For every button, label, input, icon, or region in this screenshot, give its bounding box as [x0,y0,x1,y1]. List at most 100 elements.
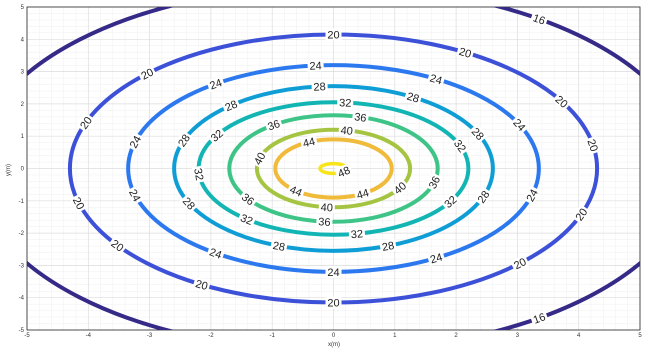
contour-label-bg [529,309,549,327]
contour-label-bg [334,162,354,181]
contour-label-bg [270,238,288,254]
contour-label-28: 28 [313,81,326,94]
contour-label-bg [174,130,194,151]
contour-line-44 [273,137,394,200]
contour-label-bg [137,64,157,83]
contour-label-32: 32 [451,138,468,155]
contour-label-20: 20 [109,238,126,255]
contour-label-32: 32 [350,228,363,241]
contour-label-20: 20 [139,66,155,82]
contour-label-bg [250,148,269,169]
y-tick-label: 1 [21,134,25,140]
contour-label-20: 20 [78,115,95,132]
contour-label-bg [425,172,444,193]
contour-label-bg [126,131,145,152]
contour-label-48: 48 [336,165,352,181]
y-tick-label: 5 [21,5,25,11]
contour-label-40: 40 [320,202,333,215]
contour-label-bg [389,178,410,198]
contour-label-32: 32 [339,97,352,110]
y-tick-label: 0 [21,167,25,173]
contour-label-36: 36 [266,118,282,133]
contour-label-bg [529,10,549,28]
contour-label-20: 20 [327,298,339,310]
contour-label-24: 24 [428,72,443,87]
contour-label-24: 24 [126,187,142,203]
contour-label-24: 24 [525,187,541,203]
contour-label-20: 20 [70,195,86,211]
contour-label-20: 20 [327,29,339,41]
x-tick-label: -4 [86,333,92,339]
contour-label-bg [338,123,356,138]
contour-label-bg [221,96,241,115]
contour-label-bg [551,91,572,112]
contour-label-32: 32 [238,212,254,228]
y-tick-label: -2 [19,231,25,237]
contour-label-28: 28 [272,240,286,254]
contour-label-bg [571,204,591,225]
plot-frame [26,6,641,331]
contour-label-bg [76,112,96,133]
contour-label-bg [337,96,354,109]
y-tick-label: -1 [19,199,25,205]
contour-label-bg [307,59,324,72]
y-tick-label: 2 [21,102,25,108]
contour-label-44: 44 [302,136,317,150]
contour-label-bg [237,210,257,228]
y-tick-label: 4 [21,37,25,43]
x-tick-label: -2 [208,333,214,339]
contour-label-16: 16 [532,311,548,326]
y-tick-label: 3 [21,70,25,76]
contour-label-bg [311,80,328,93]
contour-label-bg [192,276,212,293]
contour-label-24: 24 [128,134,144,150]
y-axis-label: y(m) [6,164,12,176]
contour-label-bg [107,235,128,255]
x-tick-label: 2 [454,333,458,339]
contour-label-20: 20 [194,278,209,293]
contour-label-40: 40 [252,151,268,167]
contour-label-bg [286,182,306,200]
contour-label-bg [351,109,370,125]
contour-label-bg [353,185,372,202]
contour-label-20: 20 [457,46,472,61]
contour-label-bg [455,44,475,61]
contour-label-bg [468,123,488,144]
contour-label-20: 20 [584,138,599,154]
contour-label-36: 36 [427,175,443,191]
contour-label-bg [440,191,461,212]
contour-label-bg [426,250,446,267]
contour-label-bg [473,186,493,207]
contour-line-36 [227,113,440,224]
contour-label-bg [426,70,446,87]
contour-label-bg [509,114,530,135]
contour-label-24: 24 [327,267,339,279]
contour-label-bg [206,244,226,262]
contour-label-bg [510,254,530,273]
contour-label-16: 16 [531,12,547,27]
contour-label-20: 20 [574,206,591,223]
y-tick-label: -3 [19,263,25,269]
contour-label-44: 44 [355,187,370,202]
contour-label-bg [191,165,207,184]
contour-label-28: 28 [476,189,493,206]
x-tick-label: 1 [393,333,397,339]
contour-label-bg [522,185,541,206]
contour-label-28: 28 [223,98,239,114]
contour-label-36: 36 [318,216,331,229]
contour-label-28: 28 [405,91,420,106]
x-tick-label: 4 [577,333,581,339]
contour-label-bg [299,134,319,150]
contour-label-bg [126,185,145,206]
contour-label-bg [316,215,333,228]
contour-line-28 [172,84,495,253]
contour-label-20: 20 [512,256,528,272]
x-tick-label: -1 [270,333,276,339]
contour-label-bg [179,193,199,214]
contour-label-bg [325,28,342,41]
contour-label-24: 24 [208,246,224,261]
y-axis-ticks: -5 -4 -3 -2 -1 0 1 2 3 4 5 [19,5,25,334]
x-tick-label: -5 [24,333,30,339]
